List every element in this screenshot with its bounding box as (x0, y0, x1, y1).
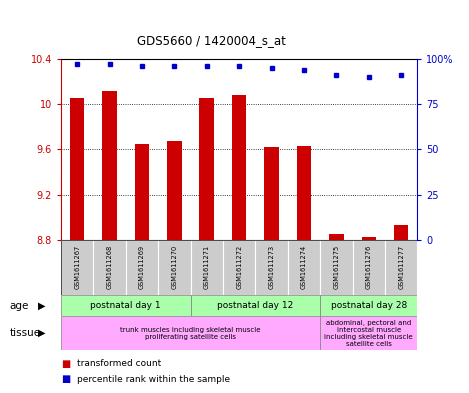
Text: ▶: ▶ (38, 301, 45, 310)
Bar (256, 240, 288, 295)
Bar (362, 237, 376, 240)
Bar (61, 316, 320, 350)
Text: abdominal, pectoral and
intercostal muscle
including skeletal muscle
satellite c: abdominal, pectoral and intercostal musc… (325, 320, 413, 347)
Text: GSM1611274: GSM1611274 (301, 245, 307, 289)
Bar (320, 316, 417, 350)
Text: GSM1611268: GSM1611268 (106, 245, 113, 289)
Bar (232, 95, 247, 240)
Text: GSM1611271: GSM1611271 (204, 245, 210, 289)
Bar (297, 146, 311, 240)
Text: GSM1611270: GSM1611270 (171, 245, 177, 289)
Bar (126, 240, 158, 295)
Text: GSM1611267: GSM1611267 (74, 245, 80, 289)
Text: GSM1611273: GSM1611273 (269, 245, 274, 289)
Bar (329, 233, 344, 240)
Bar (265, 147, 279, 240)
Bar (394, 225, 408, 240)
Bar (190, 240, 223, 295)
Text: age: age (9, 301, 29, 310)
Text: postnatal day 12: postnatal day 12 (217, 301, 294, 310)
Text: GSM1611272: GSM1611272 (236, 245, 242, 289)
Bar (320, 295, 417, 316)
Text: trunk muscles including skeletal muscle
proliferating satellite cells: trunk muscles including skeletal muscle … (121, 327, 261, 340)
Bar (158, 240, 190, 295)
Bar (61, 240, 93, 295)
Bar (320, 240, 353, 295)
Text: transformed count: transformed count (77, 359, 162, 368)
Bar (102, 91, 117, 240)
Text: ■: ■ (61, 358, 70, 369)
Text: GSM1611269: GSM1611269 (139, 245, 145, 289)
Text: ■: ■ (61, 374, 70, 384)
Bar (385, 240, 417, 295)
Text: GDS5660 / 1420004_s_at: GDS5660 / 1420004_s_at (136, 34, 286, 47)
Bar (93, 240, 126, 295)
Bar (70, 99, 84, 240)
Text: percentile rank within the sample: percentile rank within the sample (77, 375, 230, 384)
Text: GSM1611275: GSM1611275 (333, 245, 340, 289)
Text: tissue: tissue (9, 328, 40, 338)
Bar (135, 144, 149, 240)
Bar (223, 240, 256, 295)
Bar (190, 295, 320, 316)
Bar (167, 141, 182, 240)
Text: GSM1611277: GSM1611277 (398, 245, 404, 289)
Text: postnatal day 28: postnatal day 28 (331, 301, 407, 310)
Text: ▶: ▶ (38, 328, 45, 338)
Bar (288, 240, 320, 295)
Text: postnatal day 1: postnatal day 1 (91, 301, 161, 310)
Bar (199, 99, 214, 240)
Bar (61, 295, 190, 316)
Text: GSM1611276: GSM1611276 (366, 245, 372, 289)
Bar (353, 240, 385, 295)
